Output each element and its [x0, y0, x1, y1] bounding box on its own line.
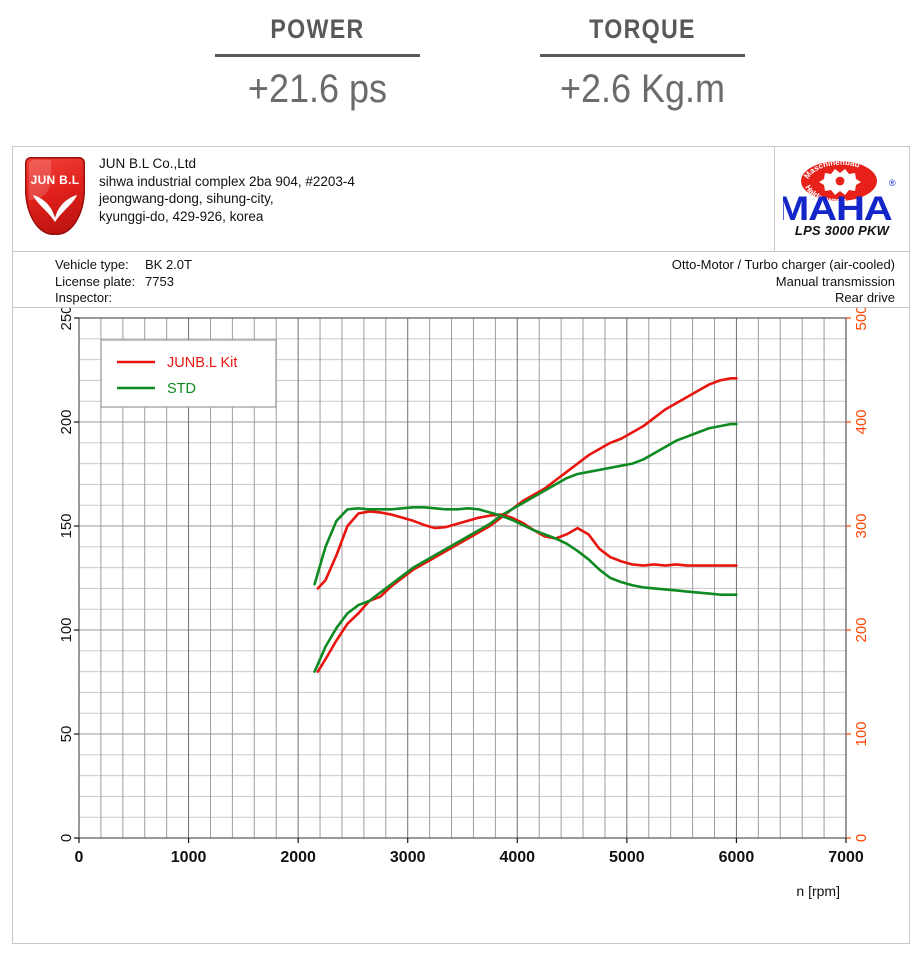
engine-line-2: Rear drive [835, 290, 895, 305]
company-block: JUN B.L JUN B.L Co.,Ltd sihwa industrial… [13, 147, 774, 251]
y-tick-label-left: 0 [58, 834, 75, 842]
y-tick-label-right: 100 [853, 721, 870, 746]
y-tick-label-right: 400 [853, 409, 870, 434]
report-header-row: JUN B.L JUN B.L Co.,Ltd sihwa industrial… [13, 147, 909, 252]
x-axis-label: n [rpm] [796, 883, 840, 899]
x-tick-label: 1000 [171, 849, 207, 866]
y-tick-label-left: 200 [58, 409, 75, 434]
vehicle-type-line: Vehicle type: BK 2.0T [55, 257, 475, 274]
license-plate-line: License plate: 7753 [55, 274, 475, 291]
x-tick-label: 5000 [609, 849, 645, 866]
legend-box [100, 339, 277, 408]
license-plate-value: 7753 [145, 273, 174, 289]
y-tick-label-left: 150 [58, 513, 75, 538]
power-summary-rule [215, 54, 420, 57]
plot-border [78, 317, 847, 839]
y-tick-label-left: 250 [58, 308, 75, 331]
dyno-report-card: JUN B.L JUN B.L Co.,Ltd sihwa industrial… [12, 146, 910, 944]
vehicle-details: Vehicle type: BK 2.0T License plate: 7753 … [13, 252, 475, 307]
torque-summary-value: +2.6 Kg.m [559, 67, 726, 111]
legend-label: JUNB.L Kit [167, 355, 237, 371]
inspector-label: Inspector: [55, 290, 113, 305]
x-tick-label: 2000 [280, 849, 316, 866]
maha-model-label: LPS 3000 PKW [794, 223, 890, 238]
company-line-2: jeongwang-dong, sihung-city, [99, 191, 274, 206]
maha-registered: ® [889, 178, 896, 188]
x-tick-label: 6000 [719, 849, 755, 866]
junbl-logo-text: JUN B.L [30, 173, 80, 187]
vehicle-info-row: Vehicle type: BK 2.0T License plate: 7753 … [13, 252, 909, 308]
series-line-power-std [313, 422, 738, 673]
y-tick-label-right: 500 [853, 308, 870, 331]
power-summary-value: +21.6 ps [247, 67, 388, 111]
junbl-logo-icon: JUN B.L [25, 157, 85, 235]
license-plate-label: License plate: [55, 273, 136, 289]
torque-summary: TORQUE +2.6 Kg.m [505, 14, 780, 112]
engine-line-0: Otto-Motor / Turbo charger (air-cooled) [671, 257, 895, 272]
chart-legend: JUNB.L Kit STD [100, 339, 277, 408]
y-tick-label-right: 0 [853, 834, 870, 842]
y-tick-label-left: 100 [58, 617, 75, 642]
legend-label: STD [167, 381, 196, 397]
dyno-chart-container: 0 50 100 150 200 250 0 100 200 300 400 500 0 1000 2000… [13, 308, 909, 940]
torque-summary-title: TORQUE [589, 14, 696, 44]
summary-header: POWER +21.6 ps TORQUE +2.6 Kg.m [0, 0, 924, 140]
vehicle-type-value: BK 2.0T [145, 257, 192, 272]
engine-line-1: Manual transmission [775, 273, 895, 289]
company-address: JUN B.L Co.,Ltd sihwa industrial complex… [99, 155, 355, 225]
power-summary: POWER +21.6 ps [180, 14, 455, 112]
y-tick-label-left: 50 [58, 726, 75, 743]
x-tick-label: 7000 [828, 849, 864, 866]
engine-details: Otto-Motor / Turbo charger (air-cooled) … [475, 252, 909, 307]
vehicle-type-label: Vehicle type: [55, 257, 129, 272]
company-line-0: JUN B.L Co.,Ltd [99, 156, 197, 171]
inspector-line: Inspector: [55, 290, 475, 307]
y-tick-label-right: 300 [853, 513, 870, 538]
junbl-wing-icon [33, 195, 77, 222]
x-tick-label: 3000 [390, 849, 426, 866]
torque-summary-rule [540, 54, 745, 57]
x-tick-label: 4000 [499, 849, 535, 866]
series-line-torque-std [313, 505, 738, 596]
y-tick-label-right: 200 [853, 617, 870, 642]
series-line-power-kit [316, 377, 738, 673]
company-line-1: sihwa industrial complex 2ba 904, #2203-… [99, 173, 355, 189]
company-line-3: kyunggi-do, 429-926, korea [99, 208, 264, 224]
x-tick-label: 0 [75, 849, 84, 866]
maha-logo-icon: Maschinenbau Haldenwang MAHA ® [783, 160, 896, 222]
maha-wordmark: MAHA [783, 189, 892, 222]
power-summary-title: POWER [270, 14, 365, 44]
maha-block: Maschinenbau Haldenwang MAHA ® LPS 3000 … [774, 147, 909, 251]
